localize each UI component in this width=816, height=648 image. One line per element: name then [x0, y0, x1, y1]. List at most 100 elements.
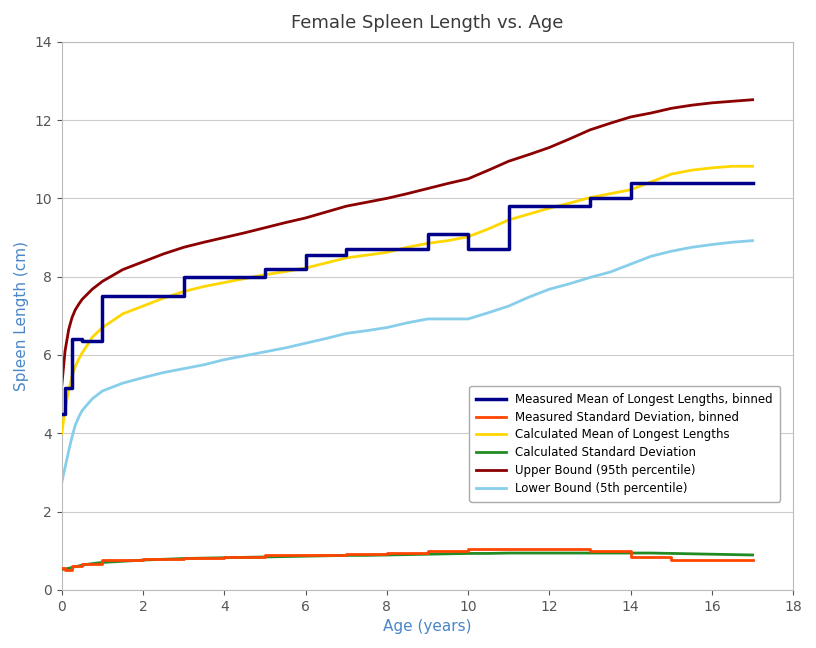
Upper Bound (95th percentile) — [281, 219, 290, 227]
Calculated Mean of Longest Lengths — [402, 244, 412, 251]
Calculated Mean of Longest Lengths — [423, 240, 432, 248]
Measured Mean of Longest Lengths, binned — [626, 194, 636, 202]
Calculated Mean of Longest Lengths — [382, 248, 392, 256]
Calculated Mean of Longest Lengths — [463, 233, 473, 240]
Measured Mean of Longest Lengths, binned — [67, 384, 77, 392]
Calculated Mean of Longest Lengths — [687, 167, 697, 174]
Upper Bound (95th percentile) — [158, 250, 168, 258]
Measured Standard Deviation, binned — [301, 551, 311, 559]
Calculated Standard Deviation — [57, 566, 67, 573]
Upper Bound (95th percentile) — [605, 119, 615, 127]
Measured Standard Deviation, binned — [301, 551, 311, 559]
Measured Standard Deviation, binned — [423, 549, 432, 557]
Upper Bound (95th percentile) — [361, 198, 371, 206]
Upper Bound (95th percentile) — [57, 382, 67, 389]
Measured Standard Deviation, binned — [544, 545, 554, 553]
Title: Female Spleen Length vs. Age: Female Spleen Length vs. Age — [291, 14, 564, 32]
Calculated Standard Deviation — [60, 565, 70, 573]
Measured Standard Deviation, binned — [341, 551, 351, 559]
Calculated Standard Deviation — [646, 549, 656, 557]
Calculated Mean of Longest Lengths — [64, 386, 73, 394]
Upper Bound (95th percentile) — [585, 126, 595, 133]
Calculated Mean of Longest Lengths — [321, 259, 330, 267]
Lower Bound (5th percentile) — [70, 422, 80, 430]
Measured Mean of Longest Lengths, binned — [463, 246, 473, 253]
Calculated Standard Deviation — [87, 560, 97, 568]
Measured Mean of Longest Lengths, binned — [341, 246, 351, 253]
Lower Bound (5th percentile) — [281, 344, 290, 352]
Calculated Standard Deviation — [98, 559, 108, 566]
Calculated Mean of Longest Lengths — [98, 323, 108, 331]
Calculated Standard Deviation — [707, 550, 717, 558]
Calculated Standard Deviation — [443, 550, 453, 558]
Lower Bound (5th percentile) — [544, 285, 554, 293]
Calculated Mean of Longest Lengths — [341, 254, 351, 262]
Calculated Mean of Longest Lengths — [301, 264, 311, 272]
Calculated Mean of Longest Lengths — [67, 373, 77, 380]
Line: Calculated Standard Deviation: Calculated Standard Deviation — [62, 553, 752, 570]
Measured Mean of Longest Lengths, binned — [585, 202, 595, 210]
Calculated Mean of Longest Lengths — [260, 271, 270, 279]
Measured Standard Deviation, binned — [544, 545, 554, 553]
Upper Bound (95th percentile) — [67, 314, 77, 321]
Calculated Mean of Longest Lengths — [727, 163, 737, 170]
Calculated Mean of Longest Lengths — [158, 294, 168, 302]
Lower Bound (5th percentile) — [443, 315, 453, 323]
Measured Mean of Longest Lengths, binned — [301, 251, 311, 259]
Calculated Mean of Longest Lengths — [504, 216, 514, 224]
Measured Standard Deviation, binned — [67, 562, 77, 570]
Calculated Standard Deviation — [484, 550, 494, 557]
Calculated Standard Deviation — [158, 555, 168, 563]
Measured Standard Deviation, binned — [423, 547, 432, 555]
Measured Mean of Longest Lengths, binned — [585, 194, 595, 202]
Upper Bound (95th percentile) — [544, 144, 554, 152]
Lower Bound (5th percentile) — [361, 327, 371, 334]
Lower Bound (5th percentile) — [524, 293, 534, 301]
Upper Bound (95th percentile) — [98, 277, 108, 285]
Measured Standard Deviation, binned — [179, 555, 188, 563]
Upper Bound (95th percentile) — [667, 104, 676, 112]
Upper Bound (95th percentile) — [179, 244, 188, 251]
Calculated Mean of Longest Lengths — [646, 178, 656, 186]
Calculated Standard Deviation — [240, 553, 250, 561]
Upper Bound (95th percentile) — [524, 150, 534, 158]
Measured Standard Deviation, binned — [382, 549, 392, 557]
Upper Bound (95th percentile) — [321, 208, 330, 216]
Line: Measured Mean of Longest Lengths, binned: Measured Mean of Longest Lengths, binned — [62, 183, 752, 413]
Upper Bound (95th percentile) — [301, 214, 311, 222]
Calculated Mean of Longest Lengths — [707, 164, 717, 172]
Line: Calculated Mean of Longest Lengths: Calculated Mean of Longest Lengths — [62, 167, 752, 434]
Upper Bound (95th percentile) — [626, 113, 636, 121]
Calculated Standard Deviation — [179, 555, 188, 562]
Lower Bound (5th percentile) — [707, 240, 717, 248]
Measured Standard Deviation, binned — [138, 557, 148, 564]
Upper Bound (95th percentile) — [220, 234, 229, 242]
Measured Standard Deviation, binned — [57, 564, 67, 572]
Measured Standard Deviation, binned — [667, 557, 676, 564]
Measured Standard Deviation, binned — [707, 557, 717, 564]
Calculated Mean of Longest Lengths — [544, 204, 554, 212]
Calculated Mean of Longest Lengths — [220, 279, 229, 286]
Measured Mean of Longest Lengths, binned — [747, 179, 757, 187]
Measured Mean of Longest Lengths, binned — [544, 202, 554, 210]
Measured Mean of Longest Lengths, binned — [707, 179, 717, 187]
Calculated Standard Deviation — [301, 552, 311, 560]
Lower Bound (5th percentile) — [87, 395, 97, 402]
Measured Standard Deviation, binned — [98, 557, 108, 564]
Lower Bound (5th percentile) — [484, 309, 494, 317]
Calculated Mean of Longest Lengths — [605, 190, 615, 198]
Measured Standard Deviation, binned — [60, 564, 70, 572]
Calculated Mean of Longest Lengths — [138, 302, 148, 310]
Measured Mean of Longest Lengths, binned — [260, 265, 270, 273]
Calculated Standard Deviation — [504, 549, 514, 557]
Upper Bound (95th percentile) — [70, 306, 80, 314]
Measured Mean of Longest Lengths, binned — [179, 292, 188, 300]
Calculated Mean of Longest Lengths — [78, 349, 87, 357]
Measured Mean of Longest Lengths, binned — [98, 292, 108, 300]
Calculated Standard Deviation — [747, 551, 757, 559]
Measured Standard Deviation, binned — [504, 545, 514, 553]
Lower Bound (5th percentile) — [74, 413, 84, 421]
Measured Standard Deviation, binned — [707, 557, 717, 564]
Calculated Standard Deviation — [118, 557, 127, 565]
Lower Bound (5th percentile) — [301, 340, 311, 347]
